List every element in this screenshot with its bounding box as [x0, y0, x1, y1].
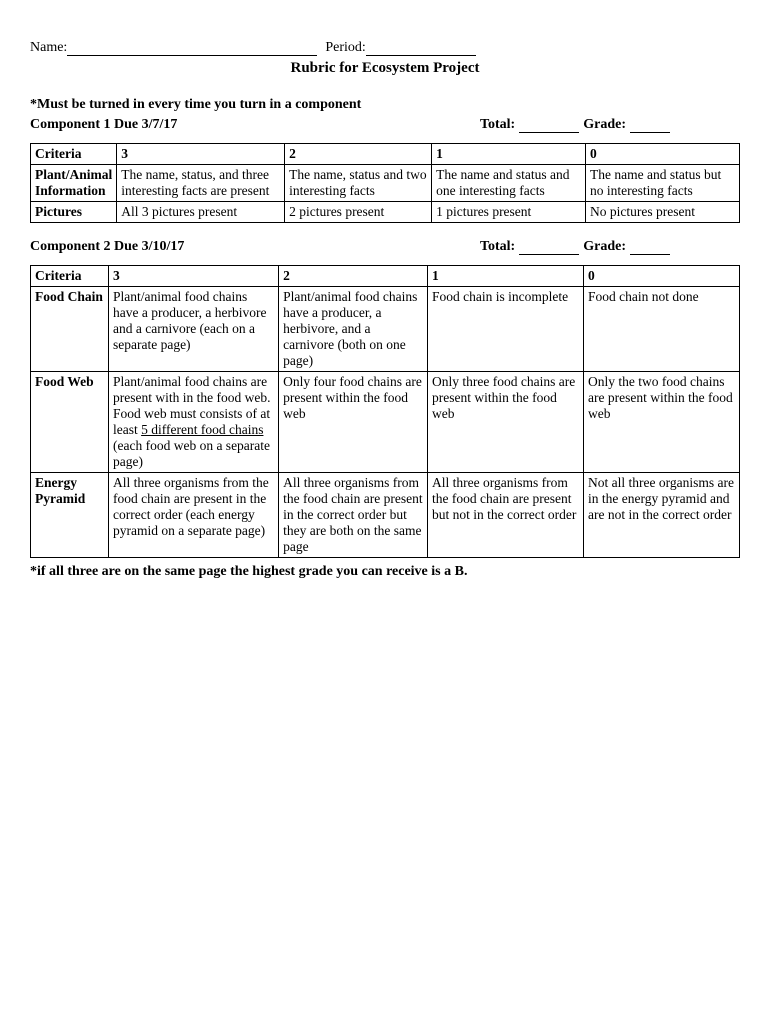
- th-criteria: Criteria: [31, 266, 109, 287]
- page-title: Rubric for Ecosystem Project: [30, 60, 740, 77]
- cell-1: All three organisms from the food chain …: [428, 473, 584, 558]
- th-criteria: Criteria: [31, 144, 117, 165]
- cell-3: All 3 pictures present: [117, 202, 285, 223]
- table-row: Pictures All 3 pictures present 2 pictur…: [31, 202, 740, 223]
- criteria-cell: Food Chain: [31, 287, 109, 372]
- cell-0: Food chain not done: [583, 287, 739, 372]
- component-1-heading: Component 1 Due 3/7/17: [30, 117, 177, 133]
- cell-3: Plant/animal food chains are present wit…: [108, 372, 278, 473]
- rubric-table-2: Criteria 3 2 1 0 Food Chain Plant/animal…: [30, 265, 740, 558]
- cell-2: The name, status and two interesting fac…: [285, 165, 432, 202]
- cell-3: The name, status, and three interesting …: [117, 165, 285, 202]
- cell-2: Only four food chains are present within…: [279, 372, 428, 473]
- cell-2: 2 pictures present: [285, 202, 432, 223]
- table-row: Food Web Plant/animal food chains are pr…: [31, 372, 740, 473]
- header-fields: Name: Period:: [30, 40, 740, 56]
- cell-3: All three organisms from the food chain …: [108, 473, 278, 558]
- rubric-table-1: Criteria 3 2 1 0 Plant/Animal Informatio…: [30, 143, 740, 223]
- total-label-1: Total:: [480, 117, 515, 133]
- cell-1: Food chain is incomplete: [428, 287, 584, 372]
- grade-blank-1[interactable]: [630, 118, 670, 133]
- th-0: 0: [583, 266, 739, 287]
- cell-0: The name and status but no interesting f…: [586, 165, 740, 202]
- th-0: 0: [586, 144, 740, 165]
- th-3: 3: [117, 144, 285, 165]
- cell-1: Only three food chains are present withi…: [428, 372, 584, 473]
- cell-0: Not all three organisms are in the energ…: [583, 473, 739, 558]
- period-blank[interactable]: [366, 41, 476, 56]
- th-2: 2: [285, 144, 432, 165]
- table-header-row: Criteria 3 2 1 0: [31, 266, 740, 287]
- table-header-row: Criteria 3 2 1 0: [31, 144, 740, 165]
- name-blank[interactable]: [67, 41, 317, 56]
- component-2-heading: Component 2 Due 3/10/17: [30, 239, 184, 255]
- cell-0: No pictures present: [586, 202, 740, 223]
- table-row: Energy Pyramid All three organisms from …: [31, 473, 740, 558]
- criteria-cell: Energy Pyramid: [31, 473, 109, 558]
- name-label: Name:: [30, 40, 67, 56]
- criteria-cell: Pictures: [31, 202, 117, 223]
- cell-2: All three organisms from the food chain …: [279, 473, 428, 558]
- component-1-header: Component 1 Due 3/7/17 Total: Grade:: [30, 117, 740, 133]
- total-blank-2[interactable]: [519, 240, 579, 255]
- cell-2: Plant/animal food chains have a producer…: [279, 287, 428, 372]
- table-row: Plant/Animal Information The name, statu…: [31, 165, 740, 202]
- th-1: 1: [432, 144, 586, 165]
- th-1: 1: [428, 266, 584, 287]
- criteria-cell: Food Web: [31, 372, 109, 473]
- footnote: *if all three are on the same page the h…: [30, 564, 740, 580]
- total-blank-1[interactable]: [519, 118, 579, 133]
- component-2-header: Component 2 Due 3/10/17 Total: Grade:: [30, 239, 740, 255]
- grade-label-2: Grade:: [583, 239, 626, 255]
- cell-1: 1 pictures present: [432, 202, 586, 223]
- cell-0: Only the two food chains are present wit…: [583, 372, 739, 473]
- th-2: 2: [279, 266, 428, 287]
- grade-label-1: Grade:: [583, 117, 626, 133]
- total-label-2: Total:: [480, 239, 515, 255]
- criteria-cell: Plant/Animal Information: [31, 165, 117, 202]
- period-label: Period:: [325, 40, 365, 56]
- cell-3: Plant/animal food chains have a producer…: [108, 287, 278, 372]
- table-row: Food Chain Plant/animal food chains have…: [31, 287, 740, 372]
- turn-in-note: *Must be turned in every time you turn i…: [30, 97, 740, 113]
- th-3: 3: [108, 266, 278, 287]
- cell-1: The name and status and one interesting …: [432, 165, 586, 202]
- grade-blank-2[interactable]: [630, 240, 670, 255]
